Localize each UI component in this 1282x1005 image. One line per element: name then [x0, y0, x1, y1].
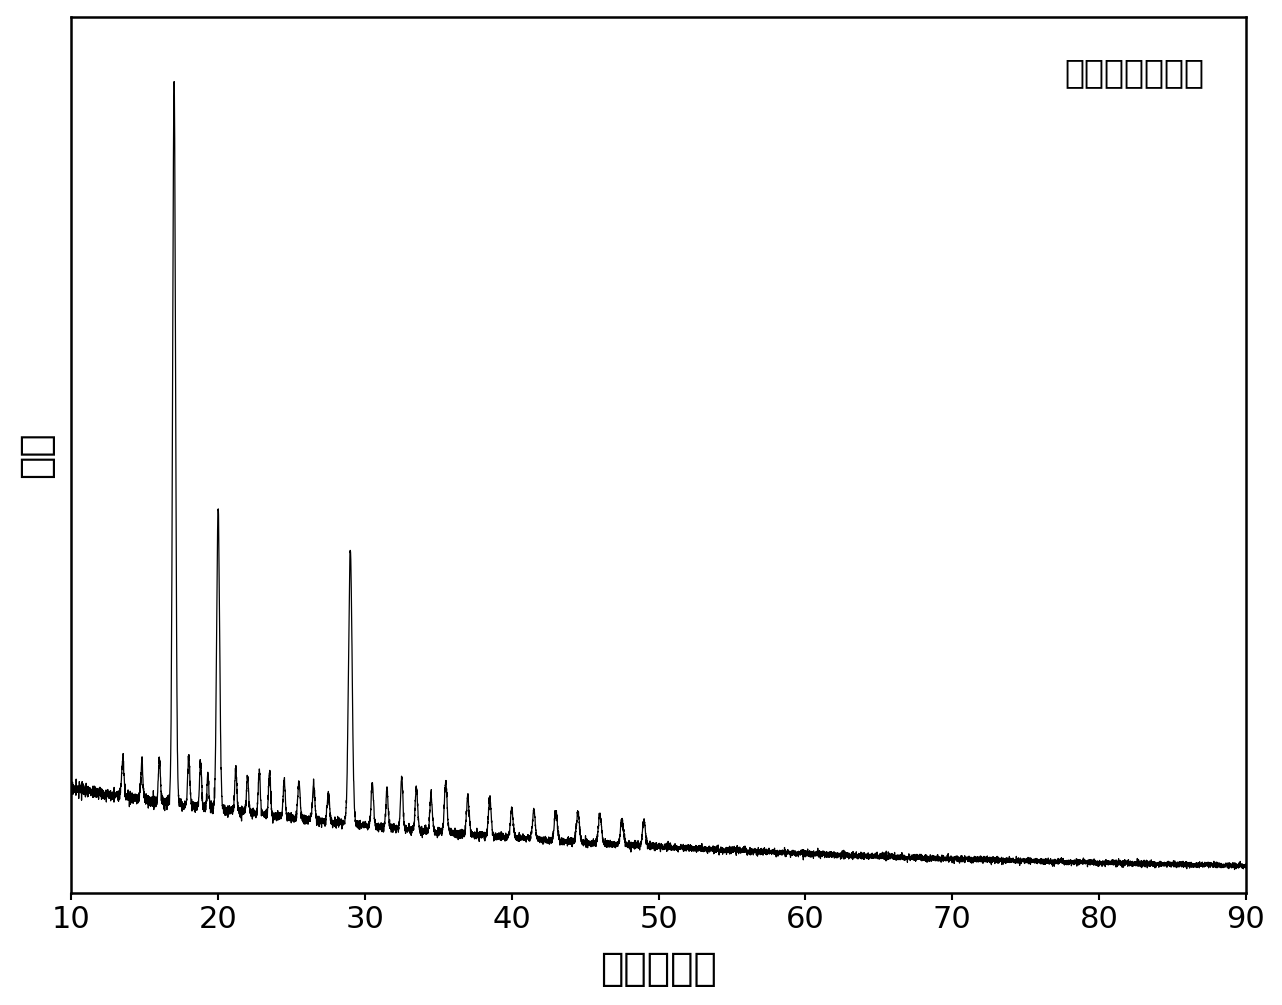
X-axis label: 角度（度）: 角度（度） [600, 951, 717, 988]
Text: 二氨合硼氢化镁: 二氨合硼氢化镁 [1065, 56, 1205, 89]
Y-axis label: 强度: 强度 [17, 431, 55, 478]
